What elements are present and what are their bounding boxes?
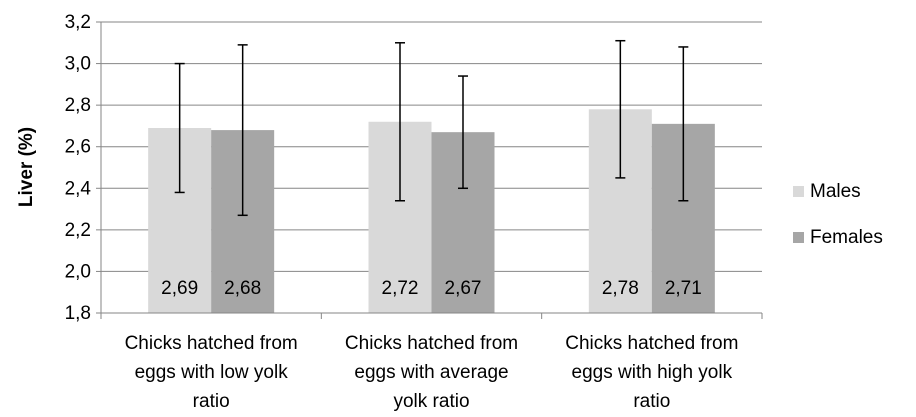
category-label-line: eggs with average: [354, 362, 508, 383]
y-tick-label: 3,0: [65, 54, 91, 75]
category-label-line: Chicks hatched from: [565, 333, 738, 354]
legend-swatch-females: [793, 232, 804, 243]
data-label: 2,69: [161, 278, 198, 299]
error-bars: [174, 39, 689, 217]
y-tick-label: 2,6: [65, 137, 91, 158]
legend: Males Females: [793, 181, 883, 248]
y-axis-title: Liver (%): [16, 127, 37, 207]
y-tick-label: 1,8: [65, 303, 91, 324]
y-tick-label: 3,2: [65, 12, 91, 33]
category-label-line: yolk ratio: [393, 391, 469, 412]
data-label: 2,67: [445, 278, 482, 299]
legend-label-females: Females: [810, 227, 883, 248]
category-labels: Chicks hatched from eggs with low yolk rat…: [125, 333, 739, 412]
y-tick-label: 2,4: [65, 178, 92, 199]
category-label-line: ratio: [193, 391, 230, 412]
y-tick-label: 2,2: [65, 220, 91, 241]
data-labels: 2,69 2,68 2,72 2,67 2,78 2,71: [161, 278, 702, 299]
category-label-line: Chicks hatched from: [125, 333, 298, 354]
y-tick-label: 2,8: [65, 95, 91, 116]
data-label: 2,68: [224, 278, 261, 299]
category-label-line: eggs with low yolk: [135, 362, 289, 383]
axes: [96, 21, 763, 319]
data-label: 2,78: [602, 278, 639, 299]
y-tick-label: 2,0: [65, 261, 91, 282]
category-label-line: eggs with high yolk: [572, 362, 733, 383]
data-label: 2,71: [665, 278, 702, 299]
legend-label-males: Males: [810, 181, 861, 202]
category-label-line: Chicks hatched from: [345, 333, 518, 354]
category-label-line: ratio: [633, 391, 670, 412]
y-tick-labels: 1,8 2,0 2,2 2,4 2,6 2,8 3,0 3,2: [65, 12, 92, 324]
legend-swatch-males: [793, 186, 804, 197]
data-label: 2,72: [382, 278, 419, 299]
